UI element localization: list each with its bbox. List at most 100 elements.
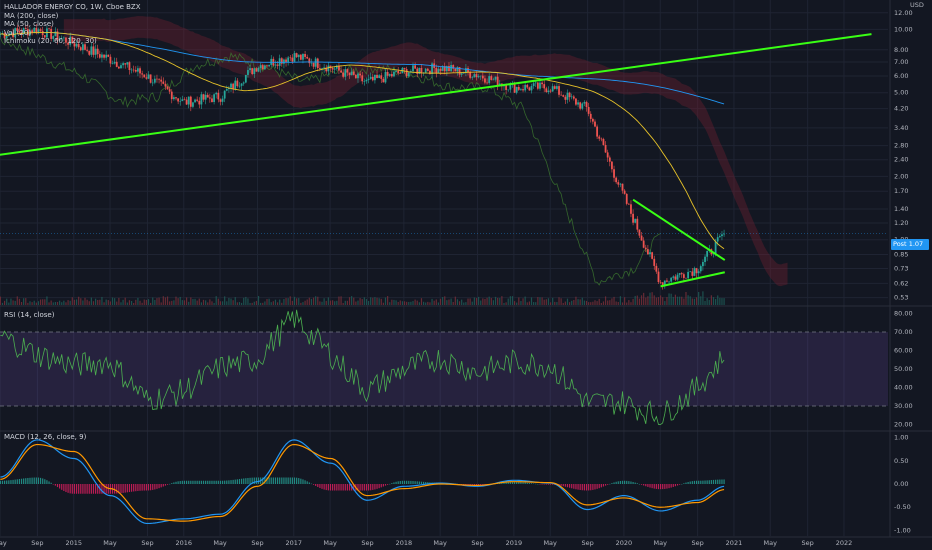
- volume-bar: [556, 302, 558, 305]
- macd-hist-bar: [545, 484, 547, 485]
- candle-body: [714, 241, 717, 254]
- volume-bar: [230, 298, 232, 305]
- volume-bar: [0, 296, 1, 305]
- macd-hist-bar: [192, 480, 194, 484]
- candle-body: [680, 273, 683, 275]
- volume-bar: [573, 299, 575, 305]
- macd-hist-bar: [619, 480, 621, 484]
- candle-body: [693, 268, 696, 276]
- candle-body: [581, 103, 584, 109]
- volume-bar: [99, 299, 101, 305]
- candle-body: [458, 67, 461, 75]
- candle-body: [689, 271, 692, 273]
- rsi-panel[interactable]: [0, 309, 888, 425]
- legend-ma200: MA (200, close): [4, 11, 59, 20]
- macd-hist-bar: [16, 479, 18, 484]
- macd-hist-bar: [596, 484, 598, 489]
- x-tick-label: 2022: [836, 539, 853, 547]
- macd-hist-bar: [645, 484, 647, 487]
- volume-bar: [323, 298, 325, 305]
- volume-bar: [219, 301, 222, 305]
- candle-body: [308, 58, 311, 64]
- volume-bar: [365, 299, 368, 305]
- volume-bar: [628, 300, 630, 305]
- candle-body: [302, 54, 304, 60]
- volume-bar: [300, 302, 302, 305]
- volume-bar: [598, 298, 600, 305]
- volume-bar: [467, 298, 469, 305]
- candle-body: [223, 90, 226, 99]
- candle-body: [274, 64, 277, 66]
- volume-bar: [393, 299, 395, 305]
- macd-hist-bar: [52, 484, 54, 485]
- candle-body: [208, 97, 211, 99]
- volume-bar: [190, 297, 192, 305]
- candle-body: [532, 83, 535, 86]
- macd-hist-bar: [573, 484, 575, 489]
- macd-panel[interactable]: [0, 439, 725, 525]
- candle-body: [73, 43, 76, 47]
- candle-body: [219, 99, 222, 102]
- volume-bar: [16, 296, 18, 305]
- legend-vol: Vol (20): [4, 28, 32, 37]
- volume-bar: [92, 301, 95, 305]
- macd-hist-bar: [196, 480, 198, 484]
- volume-bar: [640, 295, 643, 305]
- rsi-tick-label: 60.00: [894, 347, 913, 355]
- macd-hist-bar: [395, 481, 397, 484]
- candle-body: [716, 237, 719, 242]
- x-tick-label: 2015: [65, 539, 82, 547]
- volume-bar: [473, 297, 475, 305]
- candle-body: [327, 65, 330, 72]
- volume-bar: [439, 298, 442, 305]
- candle-body: [86, 49, 89, 51]
- candle-body: [238, 85, 241, 87]
- candle-body: [678, 273, 681, 275]
- macd-hist-bar: [346, 484, 349, 491]
- volume-bar: [232, 300, 234, 305]
- candle-body: [194, 99, 196, 103]
- candle-body: [424, 68, 427, 73]
- macd-hist-bar: [266, 477, 268, 484]
- candle-body: [251, 68, 254, 75]
- candle-body: [465, 68, 467, 73]
- volume-bar: [691, 298, 693, 305]
- volume-bar: [194, 298, 196, 305]
- macd-hist-bar: [401, 480, 404, 484]
- price-panel[interactable]: [0, 15, 888, 305]
- candle-body: [587, 107, 590, 114]
- volume-bar: [442, 297, 444, 305]
- candle-body: [299, 54, 302, 60]
- macd-hist-bar: [592, 484, 594, 490]
- volume-bar: [535, 302, 537, 305]
- volume-bar: [693, 298, 696, 305]
- macd-hist-bar: [291, 477, 293, 484]
- volume-bar: [480, 300, 482, 305]
- candle-body: [634, 218, 637, 223]
- macd-hist-bar: [511, 482, 514, 484]
- candle-body: [60, 38, 63, 39]
- candle-body: [31, 30, 34, 33]
- macd-hist-bar: [558, 484, 560, 486]
- candle-body: [172, 97, 175, 100]
- candle-body: [649, 252, 651, 255]
- volume-bar: [513, 301, 516, 305]
- candle-body: [170, 91, 173, 100]
- macd-hist-bar: [213, 480, 215, 484]
- volume-bar: [507, 298, 509, 305]
- candle-body: [37, 29, 40, 34]
- volume-bar: [700, 296, 702, 305]
- macd-hist-bar: [20, 478, 23, 484]
- volume-bar: [431, 298, 433, 305]
- volume-bar: [552, 297, 554, 305]
- macd-hist-bar: [241, 478, 243, 484]
- volume-bar: [361, 299, 363, 305]
- candle-body: [98, 54, 101, 58]
- volume-bar: [29, 301, 31, 305]
- candle-body: [371, 76, 374, 81]
- candle-body: [625, 193, 628, 204]
- volume-bar: [689, 296, 691, 305]
- volume-bar: [281, 302, 283, 305]
- macd-hist-bar: [520, 482, 522, 484]
